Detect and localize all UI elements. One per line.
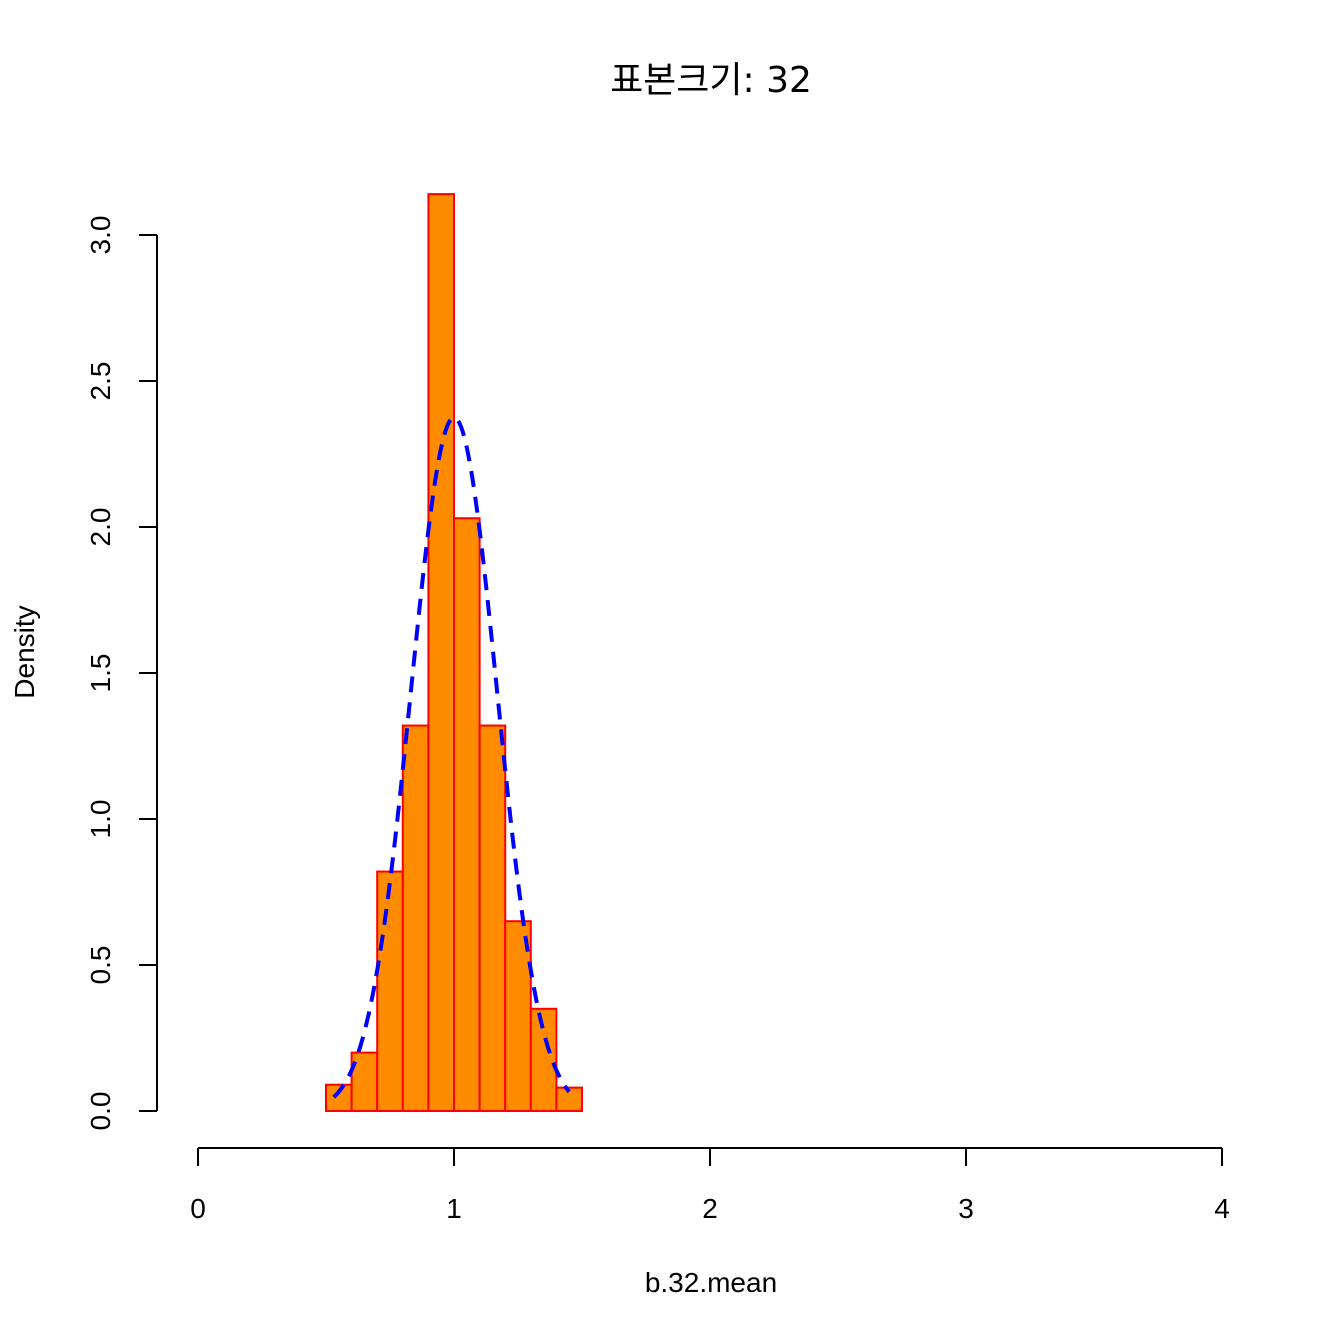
- y-tick-label: 0.5: [85, 946, 116, 985]
- y-axis-label: Density: [9, 605, 40, 698]
- histogram-bar: [376, 870, 404, 1112]
- x-tick-label: 4: [1214, 1193, 1230, 1224]
- x-axis-label: b.32.mean: [645, 1267, 777, 1298]
- y-tick-label: 0.0: [85, 1092, 116, 1131]
- histogram-bar: [555, 1086, 584, 1113]
- histogram-bar: [504, 920, 532, 1113]
- x-tick-label: 1: [446, 1193, 462, 1224]
- histogram-bar: [427, 193, 455, 1112]
- y-tick-label: 2.5: [85, 362, 116, 401]
- density-curve: [332, 415, 571, 1099]
- chart-title: 표본크기: 32: [610, 60, 812, 101]
- x-axis: 0 1 2 3 4: [190, 1147, 1230, 1224]
- y-tick-label: 3.0: [85, 216, 116, 255]
- y-tick-label: 1.5: [85, 654, 116, 693]
- histogram-bars: [325, 193, 584, 1113]
- y-axis: 0.0 0.5 1.0 1.5 2.0 2.5 3.0: [85, 216, 158, 1131]
- histogram-bar: [453, 517, 481, 1112]
- histogram-bar: [350, 1051, 379, 1112]
- x-tick-label: 2: [702, 1193, 718, 1224]
- x-tick-label: 3: [958, 1193, 974, 1224]
- x-tick-label: 0: [190, 1193, 206, 1224]
- y-tick-label: 2.0: [85, 508, 116, 547]
- histogram-bar: [401, 724, 430, 1112]
- y-tick-label: 1.0: [85, 800, 116, 839]
- histogram-bar: [478, 724, 507, 1112]
